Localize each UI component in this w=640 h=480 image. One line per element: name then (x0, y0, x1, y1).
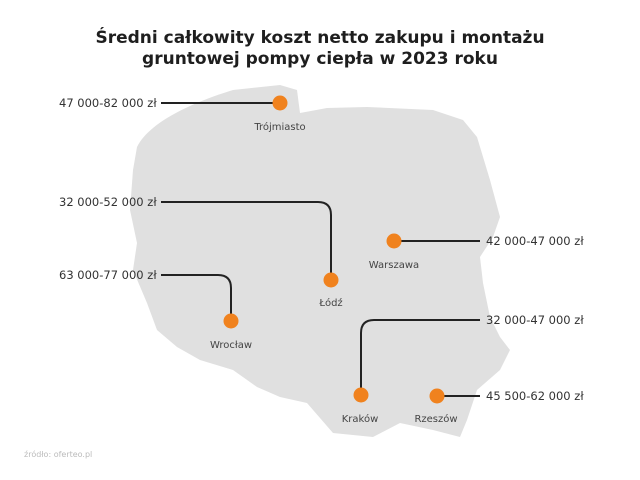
price-krakow: 32 000-47 000 zł (486, 313, 584, 327)
marker-rzeszow[interactable] (429, 388, 445, 404)
marker-wroclaw[interactable] (223, 313, 239, 329)
leader-krakow (360, 319, 480, 395)
price-trojmiasto: 47 000-82 000 zł (59, 96, 157, 110)
marker-lodz[interactable] (323, 272, 339, 288)
marker-krakow[interactable] (353, 387, 369, 403)
marker-warszawa[interactable] (386, 233, 402, 249)
city-label-trojmiasto: Trójmiasto (254, 122, 306, 133)
price-lodz: 32 000-52 000 zł (59, 195, 157, 209)
source-note: źródło: oferteo.pl (24, 450, 93, 459)
title-line-1: Średni całkowity koszt netto zakupu i mo… (95, 28, 545, 48)
map-title: Średni całkowity koszt netto zakupu i mo… (0, 28, 640, 70)
city-label-rzeszow: Rzeszów (414, 414, 458, 425)
price-warszawa: 42 000-47 000 zł (486, 234, 584, 248)
city-label-lodz: Łódź (319, 298, 343, 309)
leader-lodz (161, 201, 332, 280)
marker-trojmiasto[interactable] (272, 95, 288, 111)
city-label-krakow: Kraków (341, 414, 379, 425)
city-label-wroclaw: Wrocław (209, 340, 253, 351)
city-label-warszawa: Warszawa (368, 260, 420, 271)
poland-outline (130, 85, 510, 437)
price-rzeszow: 45 500-62 000 zł (486, 389, 584, 403)
title-line-2: gruntowej pompy ciepła w 2023 roku (142, 49, 498, 69)
price-wroclaw: 63 000-77 000 zł (59, 268, 157, 282)
leader-wroclaw (161, 274, 232, 321)
